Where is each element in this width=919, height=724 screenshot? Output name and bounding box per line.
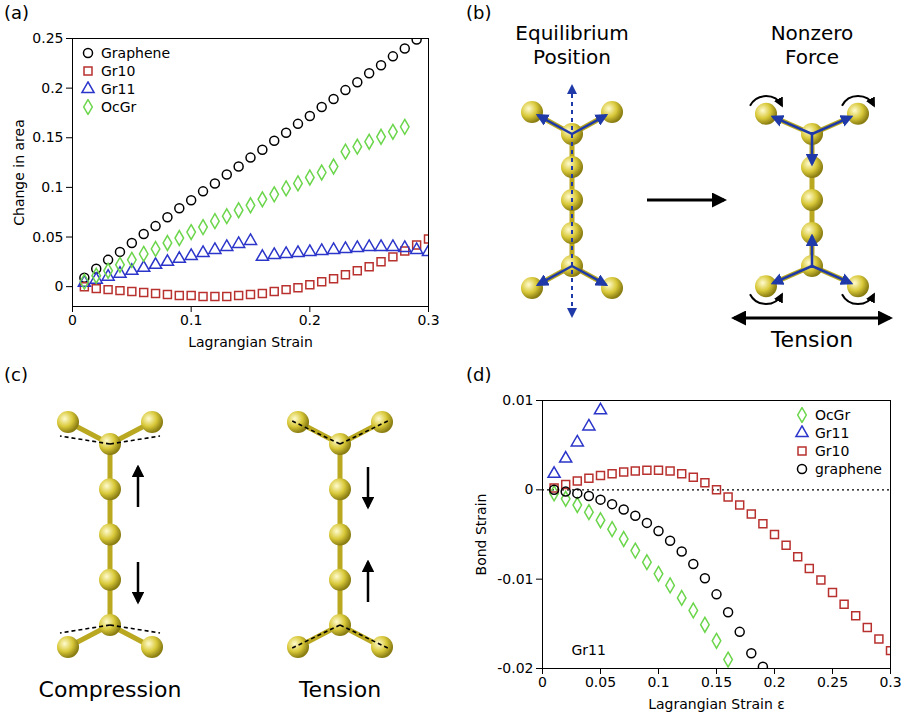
svg-text:Lagrangian Strain ε: Lagrangian Strain ε (648, 696, 785, 712)
svg-text:-0.01: -0.01 (497, 571, 533, 587)
svg-text:0.3: 0.3 (879, 674, 901, 690)
svg-text:0.1: 0.1 (180, 312, 202, 328)
html-text:Gr11: Gr11 (101, 81, 136, 97)
svg-text:0: 0 (55, 278, 64, 294)
svg-text:0.1: 0.1 (41, 179, 63, 195)
svg-text:Equilibrium: Equilibrium (515, 21, 628, 45)
svg-text:0.15: 0.15 (32, 129, 63, 145)
svg-text:0.15: 0.15 (701, 674, 732, 690)
svg-text:0.2: 0.2 (763, 674, 785, 690)
html-text:Gr11: Gr11 (814, 425, 850, 441)
svg-text:0: 0 (525, 481, 534, 497)
html-text:OcGr: OcGr (814, 407, 851, 423)
html-text:Graphene: Graphene (101, 45, 170, 61)
svg-text:Change in area: Change in area (11, 119, 27, 225)
svg-text:Lagrangian Strain: Lagrangian Strain (188, 334, 313, 350)
svg-text:Bond Strain: Bond Strain (473, 494, 489, 576)
html-text:Gr10: Gr10 (101, 63, 136, 79)
svg-text:Compression: Compression (39, 677, 182, 702)
svg-text:Tension: Tension (770, 327, 853, 352)
svg-text:0.25: 0.25 (32, 30, 63, 46)
svg-text:Force: Force (785, 45, 839, 69)
html-text:(d): (d) (466, 364, 492, 385)
svg-text:0.3: 0.3 (417, 312, 439, 328)
html-text:(b): (b) (466, 2, 492, 23)
svg-text:0.2: 0.2 (299, 312, 321, 328)
svg-text:0.1: 0.1 (647, 674, 669, 690)
svg-text:0.05: 0.05 (585, 674, 616, 690)
html-text:(a): (a) (4, 2, 30, 23)
svg-text:0.05: 0.05 (32, 228, 63, 244)
svg-text:Position: Position (533, 45, 611, 69)
svg-text:0.2: 0.2 (41, 80, 63, 96)
html-text:graphene: graphene (814, 461, 882, 477)
html-text:(c): (c) (4, 364, 28, 385)
svg-text:0.01: 0.01 (502, 392, 533, 408)
html-text:OcGr: OcGr (101, 99, 137, 115)
html-text:Gr10: Gr10 (814, 443, 850, 459)
svg-text:0.25: 0.25 (817, 674, 848, 690)
svg-text:0: 0 (68, 312, 77, 328)
svg-text:0: 0 (538, 674, 547, 690)
svg-text:Gr11: Gr11 (572, 642, 606, 658)
svg-text:-0.02: -0.02 (497, 660, 533, 676)
svg-text:Nonzero: Nonzero (771, 21, 854, 45)
svg-text:Tension: Tension (298, 677, 381, 702)
